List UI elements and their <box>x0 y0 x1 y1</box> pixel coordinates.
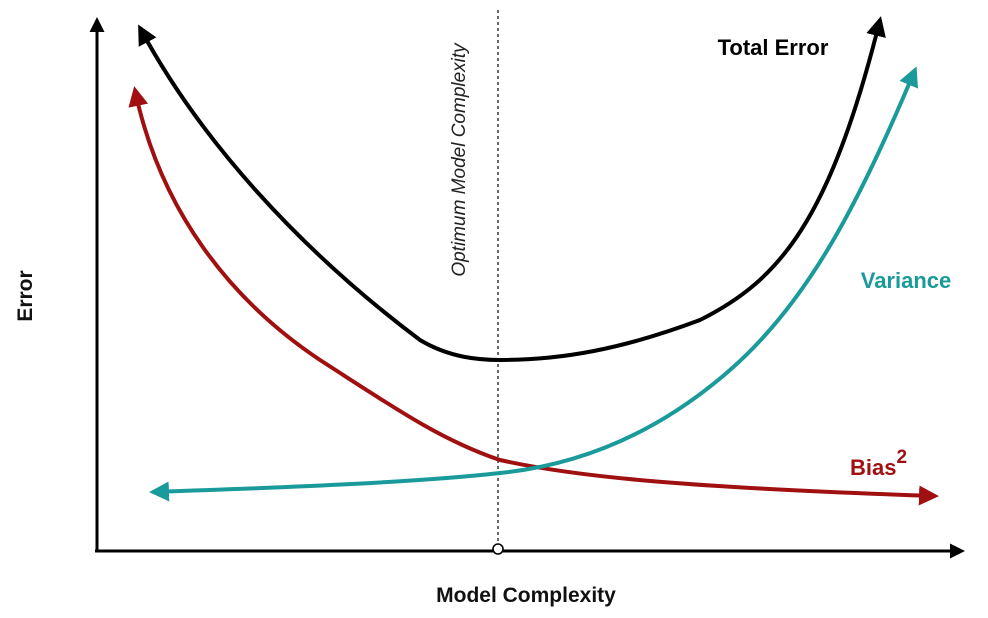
x-axis-label: Model Complexity <box>436 584 616 607</box>
bias-curve <box>128 86 939 506</box>
optimum-marker <box>492 543 504 555</box>
variance-label: Variance <box>861 268 952 293</box>
bias-label-exponent: 2 <box>896 447 907 468</box>
total-error-curve <box>138 16 886 363</box>
bias-label: Bias2 <box>850 447 907 480</box>
bias-label-text: Bias <box>850 455 896 480</box>
optimum-label: Optimum Model Complexity <box>449 42 470 277</box>
total-error-label: Total Error <box>718 35 829 60</box>
y-axis-label: Error <box>14 270 37 321</box>
variance-curve <box>149 66 918 502</box>
